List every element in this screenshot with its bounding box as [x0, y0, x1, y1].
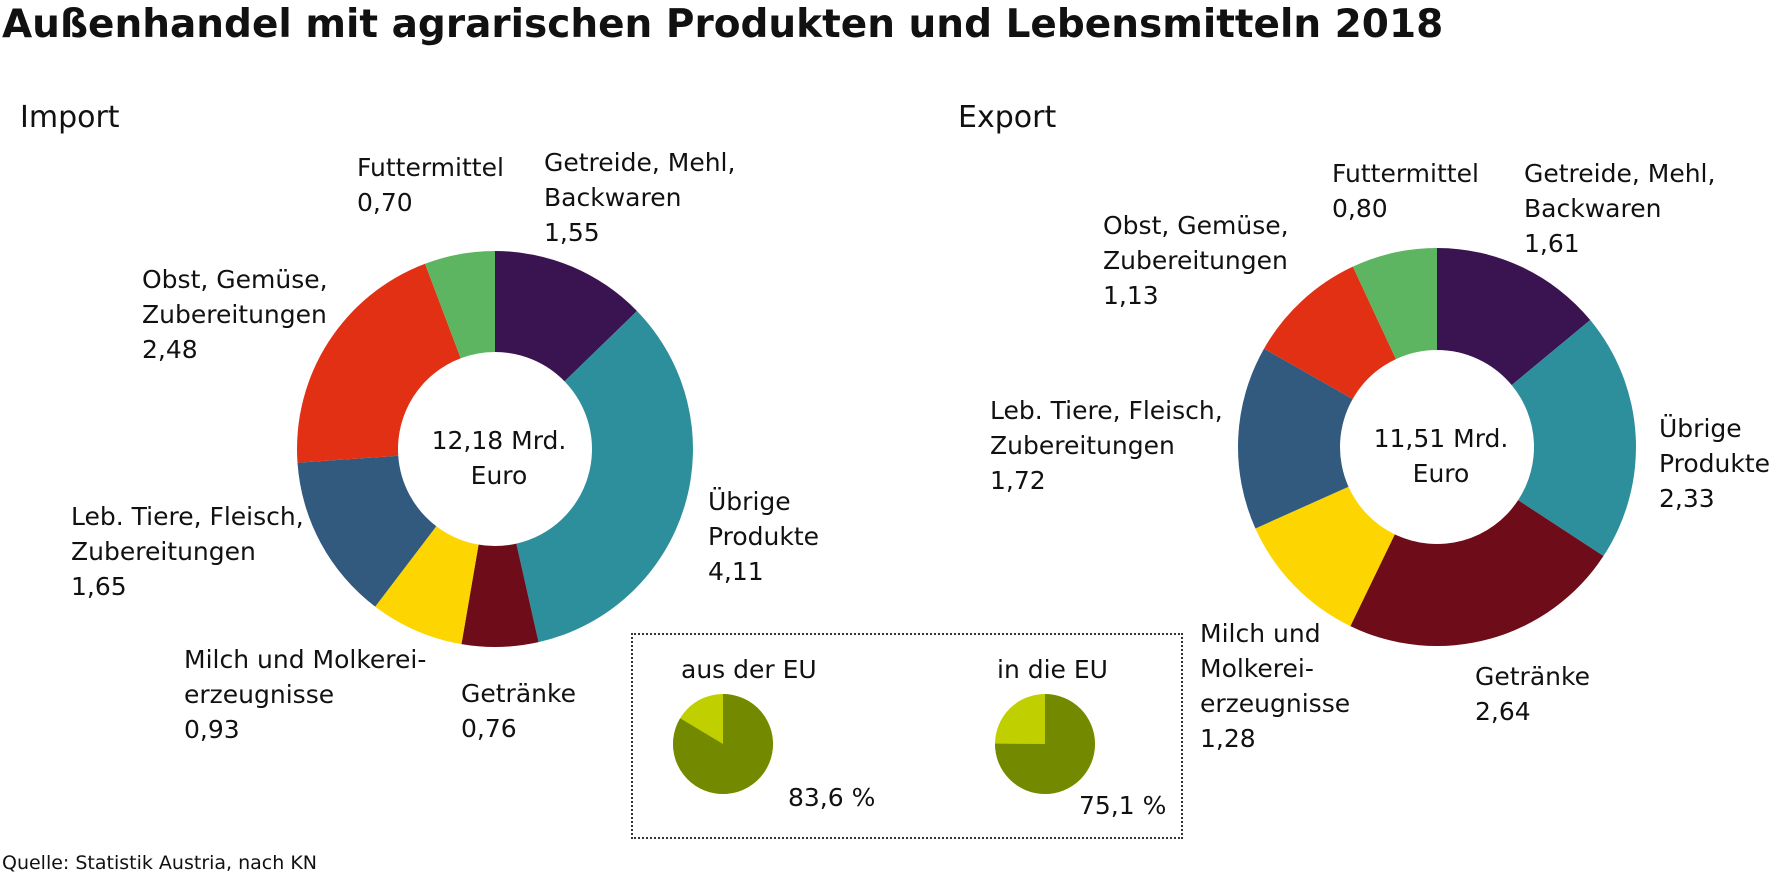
slice-label: Leb. Tiere, Fleisch, Zubereitungen 1,72: [990, 393, 1223, 498]
slice-label: Getreide, Mehl, Backwaren 1,55: [544, 145, 735, 250]
category-label: Futtermittel: [357, 153, 504, 182]
category-label: Übrige Produkte: [1659, 414, 1771, 478]
donut-slice: [1511, 320, 1637, 557]
slice-label: Futtermittel 0,70: [357, 150, 504, 220]
eu-box: [631, 633, 1183, 839]
value-label: 2,64: [1475, 697, 1531, 726]
donut-slice: [297, 263, 461, 463]
donut-slice: [516, 310, 693, 643]
slice-label: Übrige Produkte 4,11: [708, 484, 819, 589]
donut-slice: [1437, 248, 1591, 386]
category-label: Getränke: [461, 679, 576, 708]
category-label: Leb. Tiere, Fleisch, Zubereitungen: [71, 502, 304, 566]
value-label: 0,70: [357, 188, 413, 217]
slice-label: Getränke 2,64: [1475, 659, 1590, 729]
donut-slice: [375, 526, 479, 645]
slice-label: Obst, Gemüse, Zubereitungen 2,48: [142, 262, 328, 367]
slice-label: Futtermittel 0,80: [1332, 156, 1479, 226]
slice-label: Getränke 0,76: [461, 676, 576, 746]
donut-slice: [495, 251, 637, 382]
chart-title: Export: [958, 100, 1057, 135]
value-label: 83,6 %: [788, 783, 876, 812]
slice-label: Leb. Tiere, Fleisch, Zubereitungen 1,65: [71, 499, 304, 604]
slice-label: Getreide, Mehl, Backwaren 1,61: [1524, 156, 1715, 261]
value-label: 0,76: [461, 714, 517, 743]
value-label: 4,11: [708, 557, 764, 586]
page-title: Außenhandel mit agrarischen Produkten un…: [2, 2, 1444, 47]
value-label: 1,65: [71, 572, 127, 601]
category-label: Getreide, Mehl, Backwaren: [544, 148, 736, 212]
donut-slice: [1352, 248, 1437, 360]
source: Quelle: Statistik Austria, nach KN: [2, 852, 318, 874]
donut-slice: [1264, 266, 1396, 400]
donut-slice: [1350, 500, 1604, 647]
slice-label: Milch und Molkerei- erzeugnisse 0,93: [184, 642, 426, 747]
category-label: Leb. Tiere, Fleisch, Zubereitungen: [990, 396, 1223, 460]
value-label: 1,28: [1200, 724, 1256, 753]
chart-title: Import: [20, 100, 120, 135]
donut-slice: [461, 543, 539, 648]
pie-slice: [994, 693, 1095, 794]
donut-slice: [1255, 486, 1395, 627]
category-label: Getreide, Mehl, Backwaren: [1524, 159, 1716, 223]
value-label: 0,93: [184, 715, 240, 744]
category-label: Obst, Gemüse, Zubereitungen: [142, 265, 328, 329]
pie-slice: [673, 694, 773, 794]
value-label: 2,33: [1659, 484, 1715, 513]
category-label: Futtermittel: [1332, 159, 1479, 188]
chart-title: in die EU: [997, 655, 1108, 684]
category-label: Milch und Molkerei- erzeugnisse: [1200, 619, 1351, 718]
category-label: Milch und Molkerei- erzeugnisse: [184, 645, 427, 709]
value-label: 1,61: [1524, 229, 1580, 258]
value-label: 1,55: [544, 218, 600, 247]
value-label: 1,72: [990, 466, 1046, 495]
chart-title: aus der EU: [681, 655, 817, 684]
value-label: 75,1 %: [1079, 791, 1167, 820]
category-label: Getränke: [1475, 662, 1590, 691]
value-label: 2,48: [142, 335, 198, 364]
category-label: Übrige Produkte: [708, 487, 820, 551]
slice-label: Milch und Molkerei- erzeugnisse 1,28: [1200, 616, 1350, 756]
center-label: 11,51 Mrd. Euro: [1373, 424, 1509, 488]
center-label: 12,18 Mrd. Euro: [431, 426, 567, 490]
donut-slice: [1238, 348, 1353, 529]
value-label: 0,80: [1332, 194, 1388, 223]
donut-slice: [297, 455, 437, 607]
slice-label: Übrige Produkte 2,33: [1659, 411, 1770, 516]
category-label: Obst, Gemüse, Zubereitungen: [1103, 211, 1289, 275]
value-label: 1,13: [1103, 281, 1159, 310]
donut-slice: [425, 251, 495, 359]
slice-label: Obst, Gemüse, Zubereitungen 1,13: [1103, 208, 1289, 313]
